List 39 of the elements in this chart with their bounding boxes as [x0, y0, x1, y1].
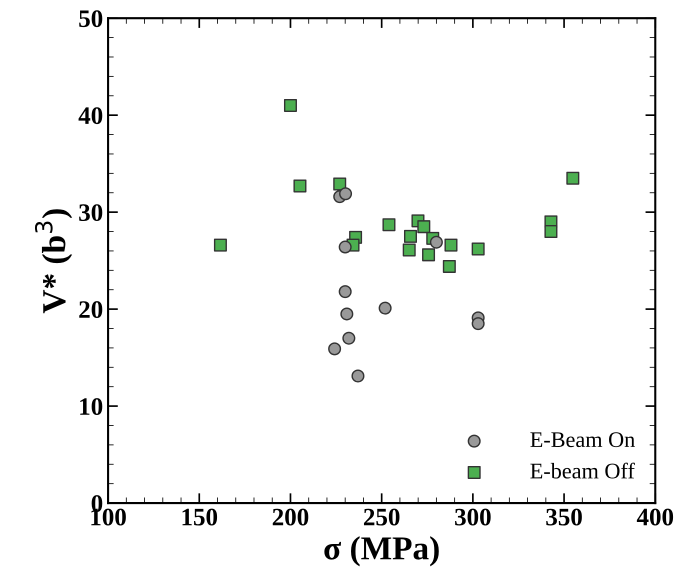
point	[430, 236, 443, 249]
point	[442, 260, 456, 273]
y-axis-title: V* (b$^{3}$)	[34, 209, 72, 314]
point	[402, 243, 416, 256]
x-axis-title: σ (MPa)	[324, 536, 439, 566]
x-tick-label: 150	[182, 508, 218, 526]
point	[293, 179, 306, 192]
point	[378, 302, 392, 315]
legend-label: E-beam Off	[530, 462, 635, 479]
point	[404, 230, 417, 243]
x-tick-label: 250	[364, 508, 400, 526]
point	[214, 238, 227, 252]
y-tick-label: 40	[78, 107, 102, 124]
point	[342, 332, 356, 345]
point	[444, 238, 458, 252]
x-tick-label: 200	[272, 508, 308, 526]
point	[566, 172, 580, 185]
point	[333, 178, 346, 191]
point	[338, 285, 352, 298]
point	[382, 218, 396, 232]
point	[328, 342, 342, 356]
point	[417, 220, 430, 234]
x-tick-label: 300	[455, 508, 491, 526]
y-tick-label: 20	[79, 301, 102, 318]
point	[284, 98, 297, 112]
point	[472, 242, 485, 256]
point	[544, 225, 558, 238]
y-tick-label: 10	[80, 398, 102, 416]
y-tick-label: 50	[79, 10, 102, 28]
y-tick-label: 30	[79, 204, 102, 222]
legend-label: E-Beam On	[530, 432, 635, 448]
point	[351, 370, 364, 383]
point	[422, 248, 436, 262]
point	[472, 317, 485, 330]
x-tick-label: 400	[636, 508, 674, 526]
x-tick-label: 350	[546, 508, 582, 526]
point	[339, 187, 352, 200]
point	[340, 307, 354, 320]
point	[338, 240, 352, 254]
